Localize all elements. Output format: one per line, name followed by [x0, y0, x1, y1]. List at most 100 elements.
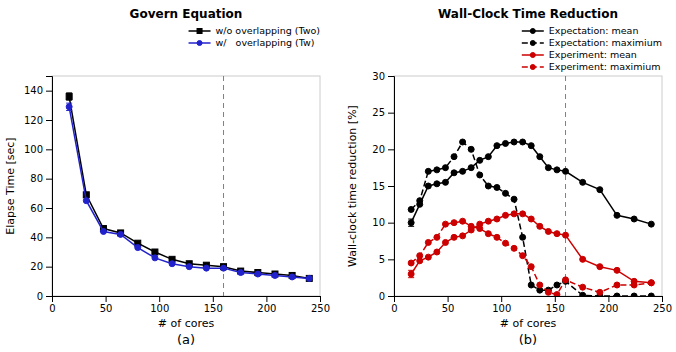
tick-label: 150: [546, 303, 565, 314]
tick-label: 40: [30, 232, 43, 243]
point: [434, 249, 440, 255]
point: [580, 179, 586, 185]
point: [614, 212, 620, 218]
tick-mark: [501, 296, 502, 302]
tick: 25: [372, 107, 394, 118]
error-bar: [408, 219, 414, 226]
legend-entry: w/ overlapping (Tw): [189, 37, 315, 48]
point: [425, 168, 431, 174]
tick-label: 250: [311, 303, 330, 314]
tick-mark: [388, 259, 394, 260]
reference-line: [223, 76, 224, 296]
legend-marker: [197, 29, 202, 34]
tick-mark: [320, 296, 321, 302]
axis-line: [53, 297, 321, 303]
tick-mark: [555, 296, 556, 302]
tick: 100: [24, 144, 52, 155]
tick: 15: [372, 181, 394, 192]
tick-label: 80: [30, 173, 43, 184]
y-axis-title: Elapse Time [sec]: [4, 137, 17, 234]
point: [118, 231, 124, 237]
point: [631, 216, 637, 222]
axis-line: [46, 77, 53, 297]
tick: 50: [442, 296, 455, 314]
series-line: [411, 221, 651, 294]
point: [408, 206, 414, 212]
tick-label: 5: [379, 254, 385, 265]
legend-entry: Experiment: maximium: [522, 61, 661, 72]
point: [537, 154, 543, 160]
legend-marker: [530, 41, 535, 46]
tick: 200: [257, 296, 276, 314]
point: [494, 143, 500, 149]
point: [289, 274, 295, 280]
point: [485, 154, 491, 160]
point: [306, 275, 312, 281]
point: [554, 167, 560, 173]
tick-label: 10: [372, 217, 385, 228]
point: [460, 168, 466, 174]
y-axis: 020406080100120140: [24, 77, 53, 302]
point: [580, 284, 586, 290]
tick-mark: [46, 120, 52, 121]
point: [152, 249, 158, 255]
point: [614, 282, 620, 288]
point: [502, 212, 508, 218]
error-bar-part: [408, 219, 414, 220]
point: [614, 267, 620, 273]
point: [511, 196, 517, 202]
point: [425, 239, 431, 245]
point: [502, 190, 508, 196]
point: [494, 184, 500, 190]
tick: 0: [379, 291, 394, 302]
point: [417, 198, 423, 204]
point: [648, 221, 654, 227]
tick: 100: [492, 296, 511, 314]
point: [169, 261, 175, 267]
panel: 050100150200250051015202530Wall-Clock Ti…: [346, 7, 672, 347]
error-bar-part: [66, 110, 72, 111]
axis-line: [388, 77, 395, 297]
series-line: [69, 107, 309, 279]
tick: 0: [391, 296, 397, 314]
legend-label: Expectation: maximium: [549, 37, 662, 48]
y-axis-title: Wall-clock time reduction [%]: [346, 105, 359, 267]
point: [485, 183, 491, 189]
point: [502, 140, 508, 146]
tick-mark: [388, 76, 394, 77]
point: [528, 264, 534, 270]
axis-line: [395, 297, 663, 303]
legend-label: Experiment: mean: [549, 49, 637, 60]
legend-entry: w/o overlapping (Two): [189, 25, 320, 36]
tick: 80: [30, 173, 52, 184]
point: [520, 211, 526, 217]
point: [597, 264, 603, 270]
point: [451, 154, 457, 160]
panel: 050100150200250020406080100120140Govern …: [4, 7, 330, 347]
point: [545, 289, 551, 295]
point: [135, 245, 141, 251]
point: [460, 233, 466, 239]
tick-label: 100: [150, 303, 169, 314]
tick: 30: [372, 71, 394, 82]
point: [494, 216, 500, 222]
tick-mark: [388, 223, 394, 224]
point: [272, 272, 278, 278]
point: [494, 234, 500, 240]
legend-entry: Experiment: mean: [522, 49, 637, 60]
tick-mark: [608, 296, 609, 302]
error-bar-part: [69, 93, 70, 100]
error-bar-part: [408, 277, 414, 278]
tick: 0: [49, 296, 55, 314]
point: [152, 255, 158, 261]
reference-line: [565, 76, 566, 296]
point: [434, 234, 440, 240]
tick-mark: [213, 296, 214, 302]
tick-mark: [46, 267, 52, 268]
tick-label: 20: [30, 261, 43, 272]
error-bar-part: [69, 103, 70, 110]
point: [477, 172, 483, 178]
point: [648, 280, 654, 286]
tick-label: 120: [24, 115, 43, 126]
point: [255, 271, 261, 277]
